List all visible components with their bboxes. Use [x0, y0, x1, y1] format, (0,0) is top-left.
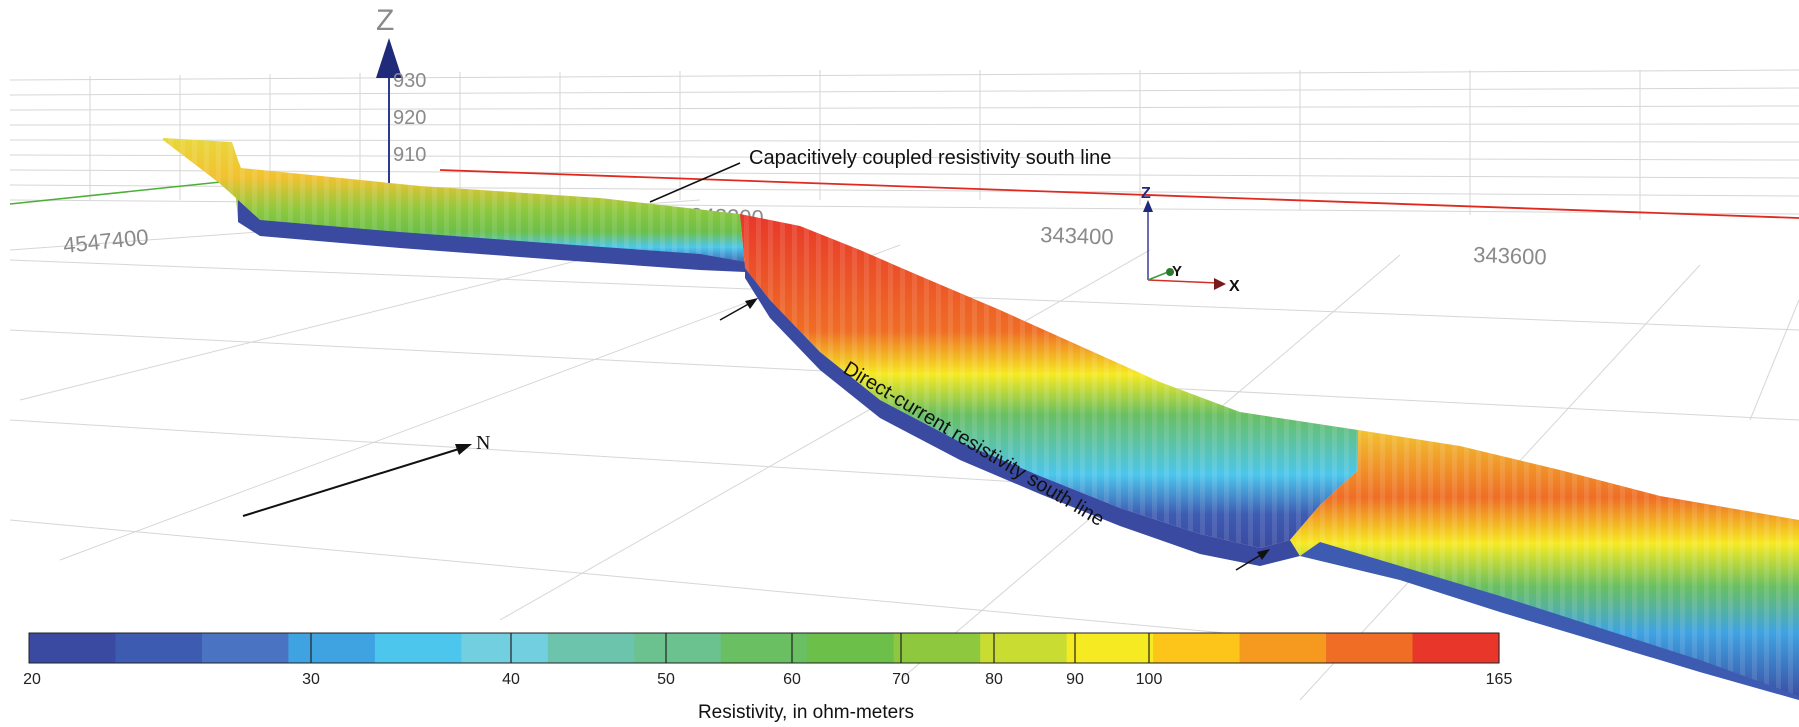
triad-z-label: Z	[1141, 185, 1151, 202]
colorbar-title: Resistivity, in ohm-meters	[698, 702, 914, 723]
easting-label-mid: 343400	[1040, 222, 1114, 250]
z-axis: Z 930 920 910	[376, 4, 426, 188]
colorbar-tick-165: 165	[1486, 671, 1513, 688]
z-tick-930: 930	[393, 70, 426, 92]
dc-end-arrow	[1235, 552, 1265, 571]
colorbar-cell	[201, 633, 290, 663]
north-arrow-head	[455, 444, 472, 455]
colorbar-cell	[1326, 633, 1414, 663]
colorbar-tick-50: 50	[657, 671, 675, 688]
dc-start-arrowhead	[745, 298, 758, 309]
right-resistivity-section	[1290, 430, 1799, 700]
north-arrow-label: N	[476, 432, 490, 454]
colorbar-cell	[547, 633, 635, 663]
colorbar-tick-30: 30	[302, 671, 320, 688]
colorbar-cell	[1239, 633, 1327, 663]
colorbar-cell	[1412, 633, 1500, 663]
colorbar-cell	[29, 633, 117, 663]
colorbar-tick-80: 80	[985, 671, 1003, 688]
z-tick-920: 920	[393, 107, 426, 129]
colorbar-tick-70: 70	[892, 671, 910, 688]
cc-resistivity-section	[163, 138, 745, 272]
z-tick-910: 910	[393, 144, 426, 166]
colorbar-frame	[28, 632, 1500, 664]
colorbar-tick-60: 60	[783, 671, 801, 688]
colorbar-dividers	[310, 633, 1150, 663]
cc-leader-line	[649, 162, 741, 203]
colorbar-cell	[461, 633, 549, 663]
colorbar-tick-90: 90	[1066, 671, 1084, 688]
colorbar-cell	[720, 633, 808, 663]
colorbar-cell	[1153, 633, 1241, 663]
orientation-triad: Z X Y	[1141, 185, 1240, 295]
dc-start-arrow	[719, 301, 753, 321]
cc-line-label: Capacitively coupled resistivity south l…	[749, 147, 1111, 169]
colorbar-cell	[374, 633, 462, 663]
colorbar-cell	[115, 633, 203, 663]
colorbar-cell	[807, 633, 895, 663]
annotation-marks	[242, 162, 1270, 571]
colorbar: 20 30 40 50 60 70 80 90 100 165 Resistiv…	[23, 632, 1513, 723]
colorbar-cell	[893, 633, 981, 663]
dc-resistivity-section	[740, 214, 1358, 566]
colorbar-cell	[288, 633, 376, 663]
green-axis-line	[9, 179, 241, 205]
north-arrow-shaft	[242, 447, 463, 517]
z-axis-label: Z	[376, 4, 394, 37]
dc-end-arrowhead	[1257, 549, 1270, 560]
colorbar-cell	[980, 633, 1068, 663]
colorbar-cell	[634, 633, 722, 663]
colorbar-cells	[29, 633, 1500, 663]
northing-label: 4547400	[62, 224, 150, 258]
colorbar-cell	[1066, 633, 1154, 663]
colorbar-tick-40: 40	[502, 671, 520, 688]
colorbar-tick-20: 20	[23, 671, 41, 688]
red-axis-line	[439, 169, 1799, 219]
colorbar-tick-100: 100	[1136, 671, 1163, 688]
triad-x-label: X	[1229, 278, 1240, 295]
triad-y-label: Y	[1172, 263, 1182, 280]
easting-label-right: 343600	[1473, 242, 1547, 270]
